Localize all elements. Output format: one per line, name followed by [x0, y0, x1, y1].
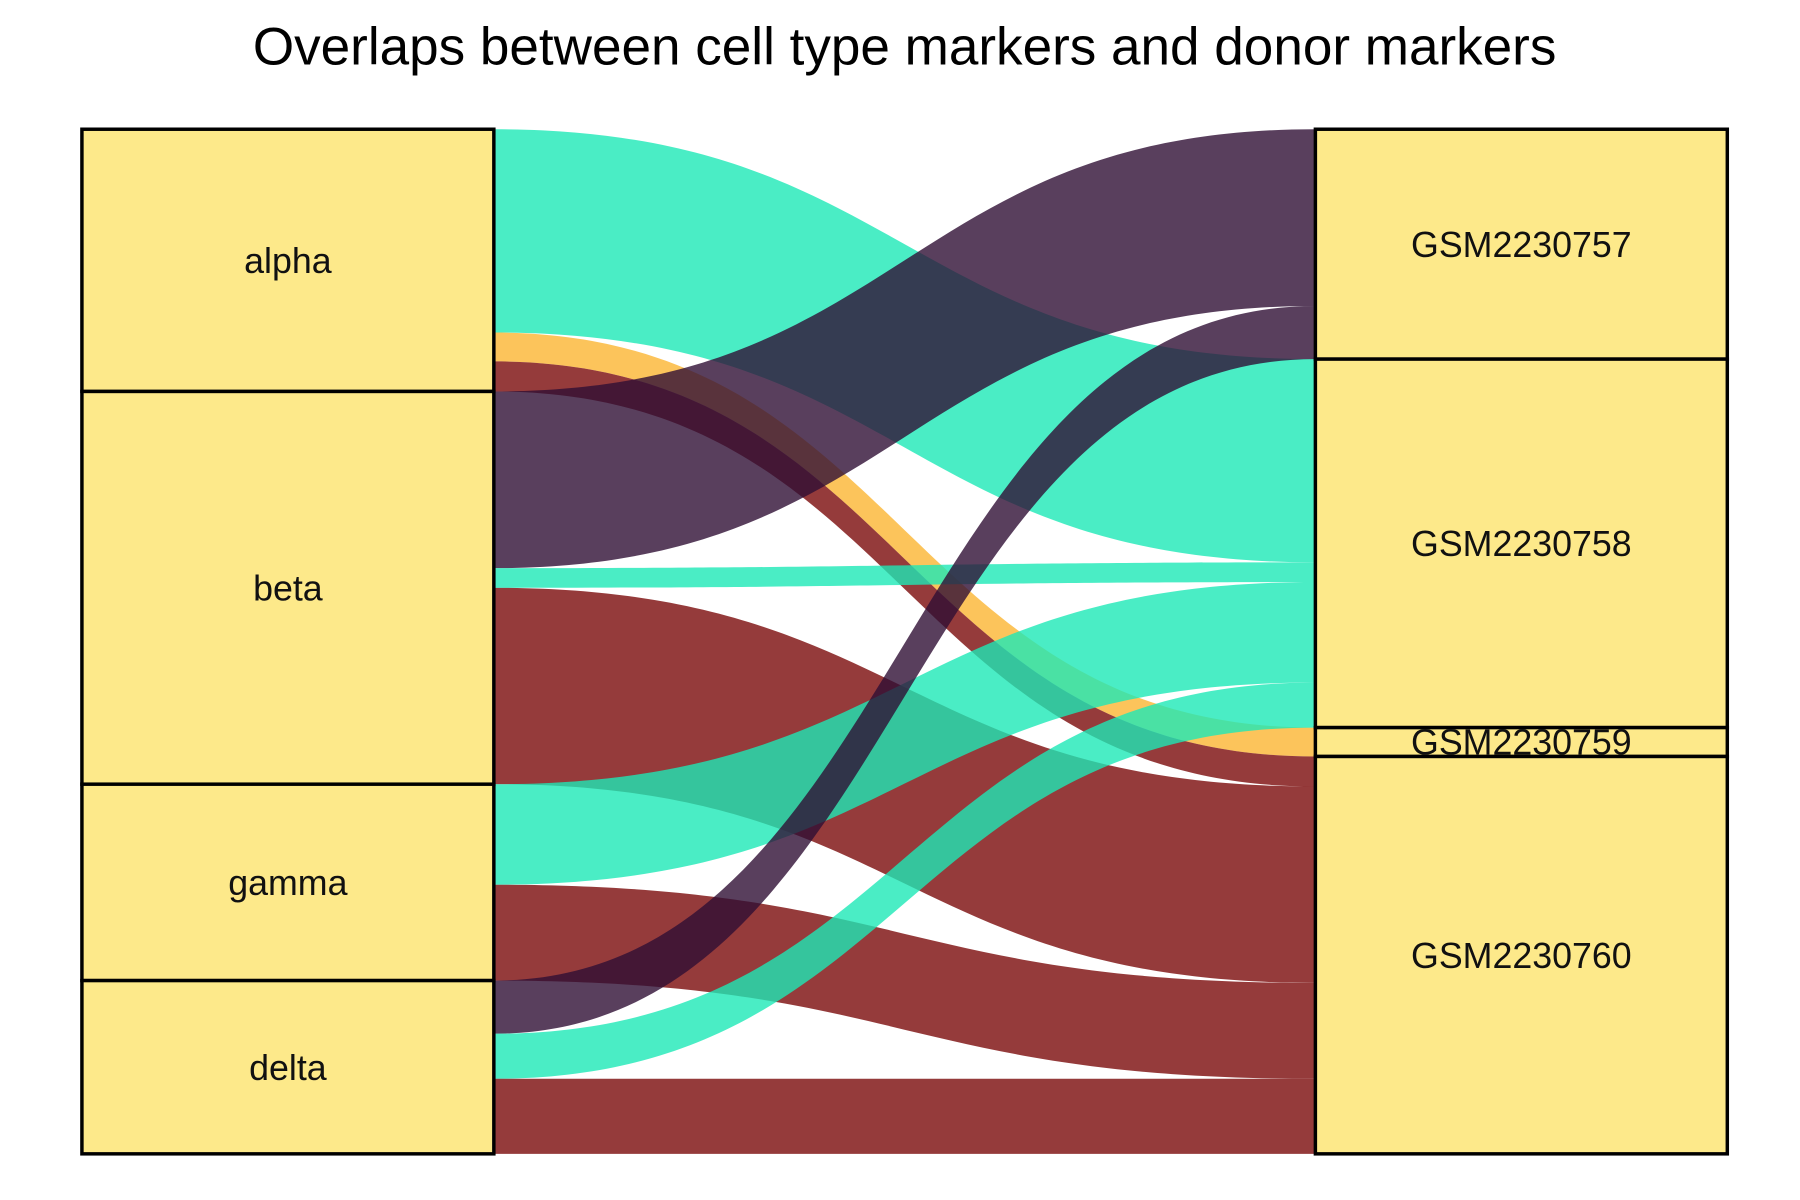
node-label: alpha [244, 241, 332, 281]
chart-title: Overlaps between cell type markers and d… [253, 18, 1557, 77]
node-GSM2230759[interactable] [1313, 725, 1730, 759]
link-delta-GSM2230760[interactable] [493, 1078, 1316, 1154]
node-label: GSM2230760 [1411, 936, 1632, 976]
node-delta[interactable] [80, 978, 496, 1156]
node-label: gamma [228, 863, 347, 903]
link-delta-GSM2230758[interactable] [493, 682, 1316, 1079]
node-label: beta [253, 569, 323, 609]
node-gamma[interactable] [80, 782, 496, 983]
node-label: GSM2230758 [1411, 524, 1632, 564]
node-label: delta [249, 1048, 327, 1088]
link-beta-GSM2230760[interactable] [493, 587, 1316, 983]
node-GSM2230757[interactable] [1313, 127, 1730, 361]
node-GSM2230758[interactable] [1313, 357, 1730, 730]
node-GSM2230760[interactable] [1313, 754, 1730, 1156]
nodes: alpha beta gamma delta GSM2230757 GSM2230758 G… [80, 127, 1730, 1156]
node-alpha[interactable] [80, 127, 496, 394]
link-beta-GSM2230757[interactable] [493, 129, 1316, 569]
link-gamma-GSM2230758[interactable] [493, 582, 1316, 885]
node-label: GSM2230757 [1411, 225, 1632, 265]
links [493, 129, 1316, 1154]
link-delta-GSM2230757[interactable] [493, 305, 1316, 1034]
link-alpha-GSM2230759[interactable] [493, 332, 1316, 757]
node-beta[interactable] [80, 389, 496, 786]
link-beta-GSM2230758[interactable] [493, 562, 1316, 588]
